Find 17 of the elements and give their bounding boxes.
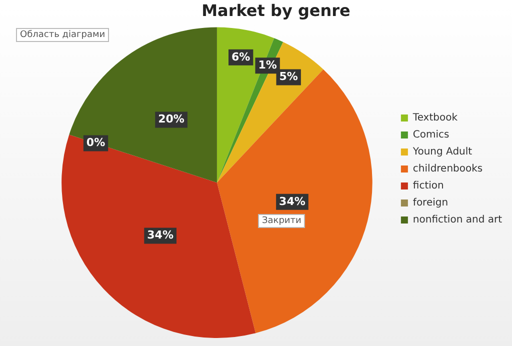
legend-label: Young Adult [412,146,472,158]
legend-label: Textbook [412,112,458,124]
text: 0% [86,136,106,150]
data-label: 34% [147,228,174,242]
text: Область діаграми [16,28,110,42]
data-label: 5% [279,70,298,84]
text: Закрити [258,214,306,228]
data-label: 34% [279,194,306,208]
legend-label: childrenbooks [412,164,483,175]
data-label: 6% [231,50,250,64]
legend-label: foreign [412,198,448,209]
data-label: 1% [258,58,277,72]
legend-label: nonfiction and art [412,214,502,226]
legend-label: fiction [412,180,444,192]
chart-title: Market by genre [202,0,351,20]
legend-label: Comics [412,130,450,141]
data-label: 20% [158,112,184,126]
